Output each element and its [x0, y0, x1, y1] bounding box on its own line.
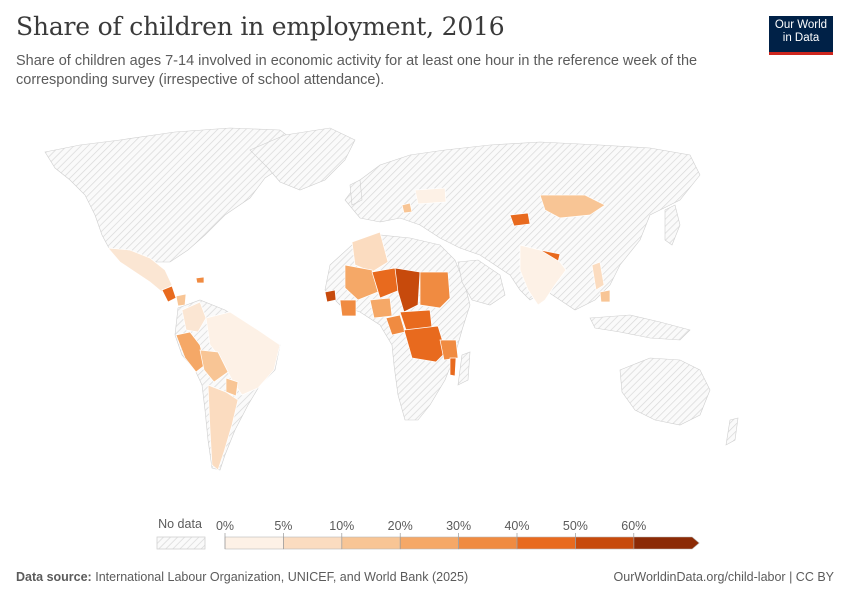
footer: Data source: International Labour Organi…: [16, 570, 834, 584]
landmass-madagascar: [457, 351, 471, 386]
country-malawi[interactable]: [449, 357, 457, 377]
country-bolivia[interactable]: [199, 349, 229, 383]
legend-no-data-swatch: [156, 536, 206, 550]
landmass-australia: [619, 357, 711, 426]
legend-tick-label: 50%: [563, 519, 588, 533]
country-ivory-coast[interactable]: [339, 299, 357, 317]
legend-bin-5[interactable]: [516, 536, 576, 550]
landmass-indonesia: [589, 314, 691, 341]
legend-tick-label: 40%: [504, 519, 529, 533]
legend: No data 0% 5% 10% 20% 30% 40% 50% 60%: [156, 517, 700, 550]
landmass-north-america: [44, 127, 301, 263]
country-mali[interactable]: [344, 264, 379, 301]
source-label: Data source:: [16, 570, 92, 584]
legend-bin-0[interactable]: [224, 536, 284, 550]
legend-bin-3[interactable]: [399, 536, 459, 550]
legend-tick-label: 5%: [274, 519, 292, 533]
landmass-new-zealand: [725, 417, 739, 446]
country-paraguay[interactable]: [225, 377, 239, 397]
landmass-greenland: [249, 127, 356, 191]
country-haiti[interactable]: [195, 276, 205, 284]
country-honduras[interactable]: [175, 293, 187, 307]
legend-bin-2[interactable]: [341, 536, 401, 550]
legend-tick-label: 30%: [446, 519, 471, 533]
country-serbia[interactable]: [401, 202, 413, 214]
country-sudan[interactable]: [419, 271, 451, 309]
country-colombia[interactable]: [181, 301, 207, 333]
legend-bin-6[interactable]: [575, 536, 635, 550]
chart-title: Share of children in employment, 2016: [16, 12, 505, 41]
legend-tick-label: 20%: [388, 519, 413, 533]
country-algeria[interactable]: [351, 231, 389, 273]
country-india[interactable]: [519, 244, 567, 306]
landmass-arabia: [457, 259, 506, 306]
legend-tick-label: 60%: [621, 519, 646, 533]
source-text[interactable]: International Labour Organization, UNICE…: [95, 570, 469, 584]
country-ukraine[interactable]: [414, 187, 447, 205]
chart-subtitle: Share of children ages 7-14 involved in …: [16, 53, 698, 88]
country-tanzania[interactable]: [439, 339, 459, 361]
landmass-japan: [664, 204, 681, 246]
country-kyrgyzstan[interactable]: [509, 212, 531, 227]
country-cambodia[interactable]: [599, 289, 611, 303]
legend-bin-4[interactable]: [458, 536, 518, 550]
country-guatemala[interactable]: [161, 285, 177, 303]
logo-line-2: in Data: [782, 32, 820, 44]
country-myanmar[interactable]: [591, 261, 605, 291]
country-drc[interactable]: [403, 325, 447, 363]
logo-line-1: Our World: [774, 19, 828, 31]
legend-bin-7[interactable]: [633, 536, 700, 550]
country-chad[interactable]: [394, 267, 421, 313]
legend-tick-label: 0%: [216, 519, 234, 533]
country-nigeria[interactable]: [369, 297, 393, 319]
country-sierra-leone[interactable]: [324, 289, 337, 303]
legend-tick-label: 10%: [329, 519, 354, 533]
legend-no-data-label: No data: [158, 517, 202, 531]
legend-bin-1[interactable]: [283, 536, 343, 550]
country-argentina[interactable]: [207, 384, 239, 471]
url-text[interactable]: OurWorldinData.org/child-labor | CC BY: [613, 570, 834, 584]
landmass-uk: [349, 179, 363, 206]
country-mongolia[interactable]: [539, 194, 606, 219]
world-map: [44, 127, 739, 471]
owid-logo[interactable]: Our World in Data: [769, 16, 833, 55]
